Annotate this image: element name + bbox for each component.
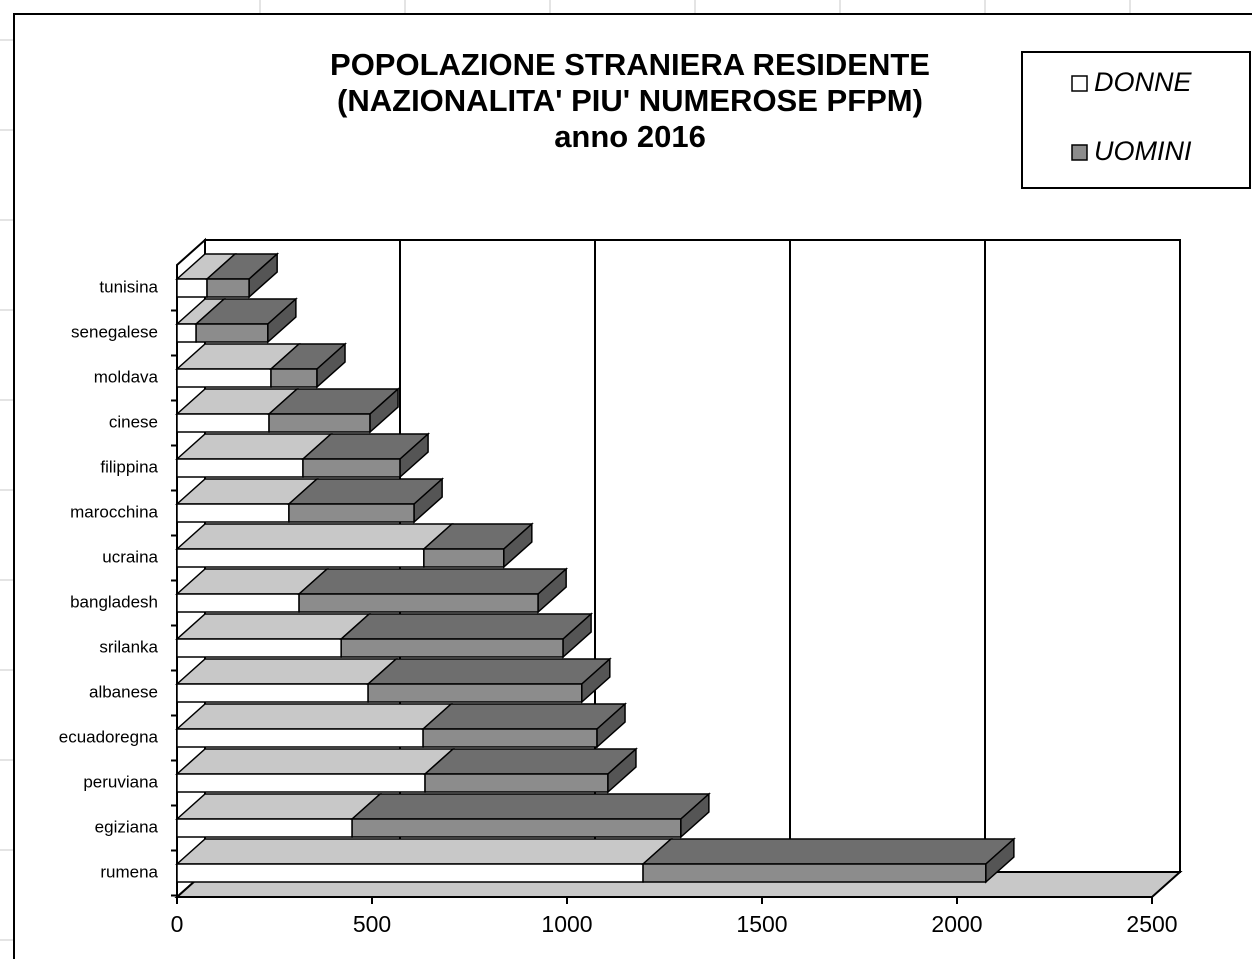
bar-side (985, 837, 1015, 884)
bar-side (562, 612, 592, 659)
bar (176, 413, 270, 433)
y-tick-label: filippina (100, 457, 158, 476)
bar-top (421, 703, 627, 730)
legend-label: DONNE (1094, 67, 1192, 97)
y-tick-label: peruviana (83, 772, 158, 791)
bar-top (175, 793, 383, 820)
y-tick-label: moldava (94, 367, 159, 386)
y-tick-label: srilanka (99, 637, 158, 656)
bar-side (399, 432, 429, 479)
bar (288, 503, 415, 523)
bar-top (297, 568, 569, 595)
y-tick-label: tunisina (99, 277, 158, 296)
bar (176, 503, 290, 523)
chart-title: anno 2016 (554, 119, 706, 154)
x-tick-label: 500 (353, 911, 391, 937)
legend-swatch (1071, 144, 1088, 161)
bar-side (581, 657, 611, 704)
y-tick-label: ecuadoregna (59, 727, 159, 746)
bar (176, 638, 342, 658)
bar-side (248, 252, 278, 299)
bar (642, 863, 987, 883)
legend-swatch (1071, 75, 1088, 92)
bar-top (350, 793, 711, 820)
bar-side (267, 297, 297, 344)
y-tick-label: rumena (100, 862, 158, 881)
bar-top (175, 703, 454, 730)
y-tick-label: albanese (89, 682, 158, 701)
bar (298, 593, 539, 613)
bar-side (503, 522, 533, 569)
chart-border (13, 13, 1252, 959)
bar-side (596, 702, 626, 749)
y-tick-label: egiziana (95, 817, 159, 836)
y-tick-label: cinese (109, 412, 158, 431)
chart-title: (NAZIONALITA' PIU' NUMEROSE PFPM) (337, 83, 923, 118)
bar-side (680, 792, 710, 839)
bar-top (339, 613, 594, 640)
y-tick-label: senegalese (71, 322, 158, 341)
bar-top (175, 523, 454, 550)
bar (176, 323, 197, 343)
bar (206, 278, 250, 298)
bar-top (175, 658, 399, 685)
bar (268, 413, 371, 433)
bar (424, 773, 609, 793)
bar (176, 773, 426, 793)
bar (176, 863, 644, 883)
bar (302, 458, 401, 478)
y-tick-label: ucraina (102, 547, 158, 566)
x-tick-label: 1000 (541, 911, 592, 937)
bar (367, 683, 583, 703)
bar-top (366, 658, 612, 685)
bar (176, 728, 424, 748)
x-tick-label: 1500 (736, 911, 787, 937)
bar (351, 818, 682, 838)
legend-label: UOMINI (1094, 136, 1192, 166)
x-tick-label: 2500 (1126, 911, 1177, 937)
sheet-grid (0, 0, 1131, 941)
bar-top (641, 838, 1016, 865)
bar-side (369, 387, 399, 434)
bar-side (607, 747, 637, 794)
x-tick-label: 0 (171, 911, 184, 937)
chart-title: POPOLAZIONE STRANIERA RESIDENTE (330, 47, 930, 82)
bar-side (316, 342, 346, 389)
bar (423, 548, 505, 568)
bar (195, 323, 269, 343)
bar (176, 683, 369, 703)
bar-side (413, 477, 443, 524)
bar-top (175, 748, 456, 775)
bar (176, 278, 208, 298)
bar (176, 593, 300, 613)
bar (340, 638, 564, 658)
bar (176, 458, 304, 478)
bar-top (175, 613, 372, 640)
y-tick-label: marocchina (70, 502, 158, 521)
bar-top (423, 748, 638, 775)
bar (176, 818, 353, 838)
bar-top (175, 838, 674, 865)
y-tick-label: bangladesh (70, 592, 158, 611)
bar (176, 548, 425, 568)
bar-side (537, 567, 567, 614)
x-tick-label: 2000 (931, 911, 982, 937)
bar (422, 728, 598, 748)
bar (270, 368, 318, 388)
legend-box (1021, 51, 1251, 189)
bar (176, 368, 272, 388)
